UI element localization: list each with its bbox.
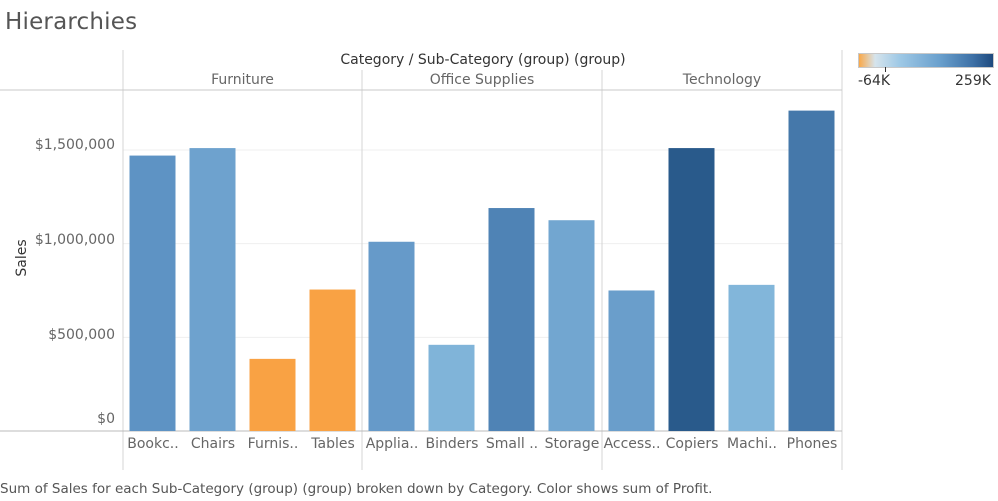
sub-category-label: Bookc.. <box>127 436 179 452</box>
sub-category-label: Machi.. <box>726 436 778 452</box>
sub-category-label: Furnis.. <box>247 436 299 452</box>
bar-access[interactable] <box>608 290 655 431</box>
y-tick-label: $1,000,000 <box>34 232 115 248</box>
legend-min-label: -64K <box>858 73 891 89</box>
bar-binders[interactable] <box>428 344 475 431</box>
color-legend-gradient[interactable] <box>858 53 994 68</box>
bar-copiers[interactable] <box>668 148 715 432</box>
category-label-technology: Technology <box>682 72 762 88</box>
sub-category-label: Copiers <box>665 436 719 452</box>
sub-category-label: Small .. <box>485 436 539 452</box>
gridlines <box>123 149 842 338</box>
y-tick-label: $0 <box>97 411 115 427</box>
legend-max-label: 259K <box>955 73 991 89</box>
sub-category-label: Storage <box>544 436 600 452</box>
bar-furnis[interactable] <box>249 358 296 431</box>
sub-category-label: Binders <box>425 436 479 452</box>
sub-category-label: Tables <box>311 436 355 452</box>
bar-storage[interactable] <box>548 220 595 431</box>
chart-frame <box>0 50 843 470</box>
category-label-furniture: Furniture <box>211 72 274 88</box>
column-header: Category / Sub-Category (group) (group) <box>340 52 626 68</box>
bar-chairs[interactable] <box>189 148 236 432</box>
category-label-office-supplies: Office Supplies <box>429 72 535 88</box>
sub-category-label: Phones <box>786 436 838 452</box>
bar-small[interactable] <box>488 208 535 431</box>
bar-machi[interactable] <box>728 284 775 431</box>
legend-zero-marker <box>885 67 886 72</box>
bar-bookc[interactable] <box>129 155 176 432</box>
y-tick-label: $1,500,000 <box>34 137 115 153</box>
sub-category-label: Chairs <box>190 436 236 452</box>
sub-category-label: Access.. <box>603 436 661 452</box>
y-tick-label: $500,000 <box>48 327 115 343</box>
chart-caption: Sum of Sales for each Sub-Category (grou… <box>0 481 713 497</box>
bar-tables[interactable] <box>309 289 356 431</box>
bars <box>129 110 835 432</box>
sub-category-label: Applia.. <box>365 436 419 452</box>
bar-applia[interactable] <box>368 241 415 431</box>
bar-phones[interactable] <box>788 110 835 431</box>
dashboard-title: Hierarchies <box>5 9 138 35</box>
